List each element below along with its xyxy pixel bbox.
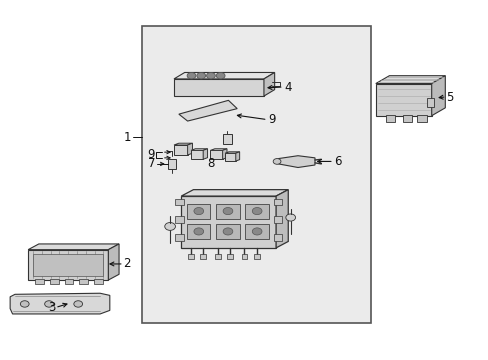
Text: 6: 6 (333, 155, 341, 168)
Bar (426, 98, 433, 107)
Circle shape (273, 158, 281, 164)
Circle shape (285, 214, 295, 221)
Polygon shape (431, 76, 445, 116)
Polygon shape (28, 244, 119, 249)
Circle shape (197, 72, 205, 79)
Polygon shape (28, 249, 108, 280)
Bar (35, 279, 44, 284)
Text: 2: 2 (123, 257, 130, 270)
Polygon shape (174, 79, 264, 96)
Circle shape (223, 228, 232, 235)
Bar (222, 134, 232, 144)
Text: 9: 9 (267, 113, 275, 126)
Polygon shape (174, 143, 192, 145)
Text: 1: 1 (124, 131, 131, 144)
Polygon shape (108, 244, 119, 280)
Bar (94, 279, 102, 284)
Polygon shape (181, 190, 287, 196)
Bar (245, 224, 268, 239)
Polygon shape (276, 190, 287, 248)
Bar (273, 199, 282, 205)
Text: 8: 8 (206, 157, 214, 170)
Polygon shape (179, 100, 237, 121)
Text: 7: 7 (148, 157, 156, 170)
Text: 3: 3 (48, 301, 55, 314)
Bar (402, 115, 411, 122)
Polygon shape (210, 150, 222, 159)
Bar (226, 254, 232, 258)
Bar (214, 254, 220, 258)
Bar (385, 115, 394, 122)
Polygon shape (181, 196, 276, 248)
Bar (216, 224, 239, 239)
Circle shape (194, 207, 203, 215)
Bar (188, 254, 194, 258)
Polygon shape (203, 149, 207, 159)
Circle shape (194, 228, 203, 235)
Circle shape (206, 72, 215, 79)
Bar (142, 26, 370, 323)
Bar (245, 203, 268, 219)
Polygon shape (278, 156, 314, 167)
Polygon shape (174, 72, 274, 79)
Bar (175, 216, 183, 223)
Polygon shape (375, 84, 431, 116)
Text: 9: 9 (147, 148, 155, 162)
Polygon shape (264, 72, 274, 96)
Circle shape (252, 207, 262, 215)
Bar (216, 203, 239, 219)
Circle shape (187, 72, 196, 79)
Circle shape (252, 228, 262, 235)
Circle shape (164, 222, 175, 230)
Bar (273, 216, 282, 223)
Polygon shape (222, 149, 226, 159)
Bar (200, 254, 205, 258)
Polygon shape (210, 149, 226, 150)
Bar (50, 279, 59, 284)
Bar (187, 203, 210, 219)
Bar (273, 234, 282, 241)
Circle shape (44, 301, 53, 307)
Polygon shape (174, 145, 187, 155)
Text: 5: 5 (445, 91, 452, 104)
Polygon shape (187, 143, 192, 155)
Bar (187, 224, 210, 239)
Circle shape (74, 301, 82, 307)
Polygon shape (191, 150, 203, 159)
Circle shape (223, 207, 232, 215)
Bar (175, 234, 183, 241)
Circle shape (20, 301, 29, 307)
Bar (253, 254, 259, 258)
Polygon shape (191, 149, 207, 150)
Polygon shape (235, 152, 239, 161)
Bar (64, 279, 73, 284)
Polygon shape (224, 153, 235, 161)
Text: 4: 4 (284, 81, 291, 94)
Polygon shape (10, 293, 110, 314)
Bar (79, 279, 88, 284)
Bar (416, 115, 426, 122)
Bar (167, 158, 176, 169)
Polygon shape (224, 152, 239, 153)
Circle shape (216, 72, 224, 79)
Bar (33, 254, 103, 276)
Bar (175, 199, 183, 205)
Bar (241, 254, 247, 258)
Polygon shape (375, 76, 445, 84)
